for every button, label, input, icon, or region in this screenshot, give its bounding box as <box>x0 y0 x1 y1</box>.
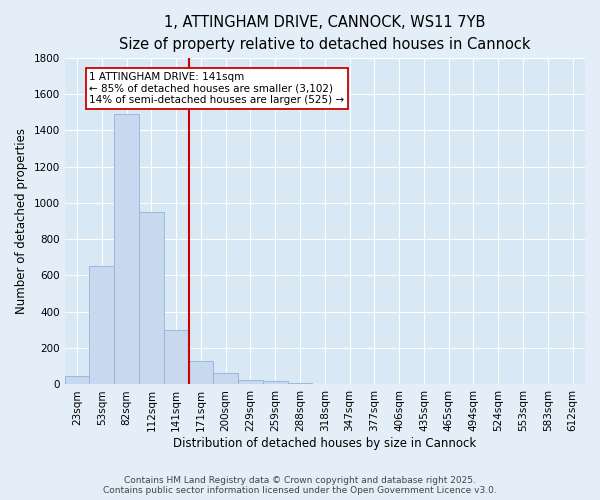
Bar <box>89 266 114 384</box>
Bar <box>164 330 188 384</box>
Bar <box>65 376 89 384</box>
Text: 1 ATTINGHAM DRIVE: 141sqm
← 85% of detached houses are smaller (3,102)
14% of se: 1 ATTINGHAM DRIVE: 141sqm ← 85% of detac… <box>89 72 344 106</box>
X-axis label: Distribution of detached houses by size in Cannock: Distribution of detached houses by size … <box>173 437 476 450</box>
Text: Contains HM Land Registry data © Crown copyright and database right 2025.
Contai: Contains HM Land Registry data © Crown c… <box>103 476 497 495</box>
Bar <box>139 212 164 384</box>
Y-axis label: Number of detached properties: Number of detached properties <box>15 128 28 314</box>
Bar <box>214 372 238 384</box>
Bar <box>263 381 287 384</box>
Bar <box>287 383 313 384</box>
Bar <box>188 361 214 384</box>
Bar <box>114 114 139 384</box>
Title: 1, ATTINGHAM DRIVE, CANNOCK, WS11 7YB
Size of property relative to detached hous: 1, ATTINGHAM DRIVE, CANNOCK, WS11 7YB Si… <box>119 15 530 52</box>
Bar <box>238 380 263 384</box>
